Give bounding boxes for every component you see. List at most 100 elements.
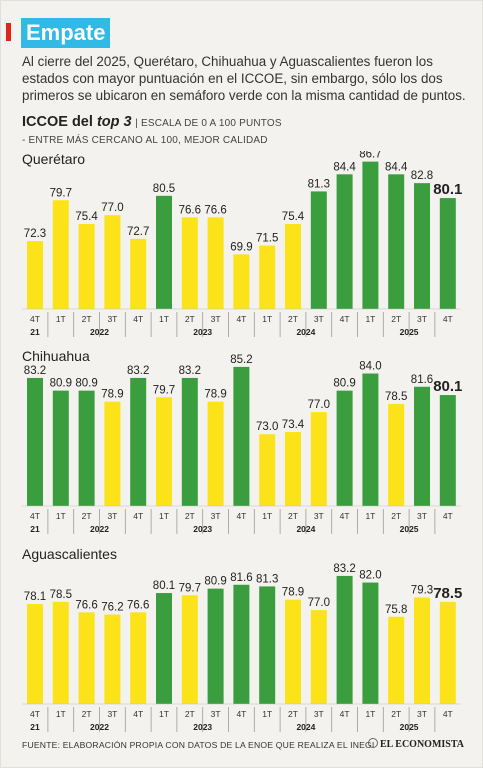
tick-label: 2T — [185, 709, 195, 719]
data-label: 79.7 — [179, 582, 201, 594]
bar — [439, 601, 456, 704]
tick-label: 2T — [82, 709, 92, 719]
tick-label: 3T — [417, 314, 427, 324]
data-label: 73.0 — [256, 421, 278, 433]
bar — [27, 377, 43, 506]
tick-label: 4T — [30, 314, 40, 324]
data-label: 81.3 — [256, 573, 278, 585]
tick-label: 4T — [443, 314, 453, 324]
chart-title-chihuahua: Chihuahua — [22, 348, 90, 364]
tick-label: 1T — [365, 511, 375, 521]
year-label: 2022 — [90, 327, 109, 337]
bar — [52, 390, 69, 506]
bar — [130, 612, 147, 704]
data-label: 80.9 — [204, 576, 226, 588]
tick-label: 1T — [159, 314, 169, 324]
tick-label: 3T — [211, 709, 221, 719]
bar — [156, 397, 172, 506]
data-label: 85.2 — [230, 354, 252, 366]
data-label: 75.8 — [385, 604, 407, 616]
data-label: 83.2 — [24, 365, 46, 377]
data-label: 80.9 — [50, 378, 72, 390]
data-label: 69.9 — [230, 241, 252, 253]
section-note: - ENTRE MÁS CERCANO AL 100, MEJOR CALIDA… — [22, 135, 268, 146]
tick-label: 4T — [133, 314, 143, 324]
data-label: 80.9 — [75, 378, 97, 390]
chart-chihuahua: 83.2 4T 80.9 1T 80.9 2T 78.9 3T 83.2 4T 79.7 1T 83.2… — [22, 354, 462, 534]
bar — [259, 586, 276, 704]
tick-label: 2T — [391, 314, 401, 324]
bar — [414, 597, 430, 704]
data-label: 80.5 — [153, 183, 175, 195]
year-label: 2022 — [90, 524, 109, 534]
data-label: 84.0 — [359, 361, 381, 373]
data-label: 75.4 — [282, 211, 305, 223]
bar — [207, 217, 224, 309]
source-note: FUENTE: ELABORACIÓN PROPIA CON DATOS DE … — [22, 740, 375, 750]
data-label: 81.6 — [230, 572, 252, 584]
year-label: 2025 — [400, 524, 419, 534]
tick-label: 1T — [365, 709, 375, 719]
tick-label: 4T — [340, 709, 350, 719]
data-label: 77.0 — [308, 597, 330, 609]
bar — [207, 588, 224, 704]
bar — [78, 612, 95, 704]
year-label: 2025 — [400, 327, 419, 337]
tick-label: 3T — [107, 511, 117, 521]
bar — [104, 215, 121, 309]
year-label: 21 — [30, 327, 40, 337]
tick-label: 2T — [82, 511, 92, 521]
tick-label: 2T — [288, 709, 298, 719]
tick-label: 3T — [314, 709, 324, 719]
bar — [130, 377, 147, 506]
data-label: 81.3 — [308, 178, 330, 190]
bar — [285, 223, 301, 309]
intro-text: Al cierre del 2025, Querétaro, Chihuahua… — [22, 54, 466, 103]
bar — [336, 575, 353, 704]
bar — [27, 241, 43, 309]
chart-title-aguascalientes: Aguascalientes — [22, 546, 117, 562]
data-label: 83.2 — [179, 365, 201, 377]
tick-label: 4T — [133, 709, 143, 719]
tick-label: 4T — [443, 709, 453, 719]
tick-label: 1T — [262, 709, 272, 719]
data-label: 72.3 — [24, 228, 46, 240]
tick-label: 1T — [262, 314, 272, 324]
section-scale: | ESCALA DE 0 A 100 PUNTOS — [135, 118, 282, 129]
bar — [104, 614, 121, 704]
data-label: 79.7 — [50, 187, 72, 199]
bar — [362, 373, 379, 506]
bar — [285, 599, 301, 704]
data-label: 78.5 — [433, 585, 462, 602]
year-label: 2025 — [400, 722, 419, 732]
tick-label: 2T — [82, 314, 92, 324]
tick-label: 1T — [56, 511, 66, 521]
data-label: 76.2 — [101, 602, 123, 614]
data-label: 79.7 — [153, 384, 175, 396]
bar — [310, 191, 327, 309]
tick-label: 1T — [365, 314, 375, 324]
brand-icon — [368, 738, 378, 748]
tick-label: 2T — [185, 511, 195, 521]
bar — [285, 432, 301, 506]
tick-label: 4T — [236, 709, 246, 719]
year-label: 21 — [30, 722, 40, 732]
bar — [156, 195, 172, 309]
tick-label: 4T — [236, 511, 246, 521]
tick-label: 2T — [391, 511, 401, 521]
tick-label: 3T — [107, 709, 117, 719]
data-label: 78.9 — [101, 389, 123, 401]
tick-label: 1T — [159, 511, 169, 521]
tick-label: 4T — [443, 511, 453, 521]
year-label: 2024 — [296, 722, 315, 732]
data-label: 76.6 — [204, 204, 226, 216]
data-label: 79.3 — [411, 584, 433, 596]
tick-label: 3T — [417, 709, 427, 719]
tick-label: 4T — [340, 511, 350, 521]
bar — [52, 601, 69, 704]
tick-label: 3T — [417, 511, 427, 521]
data-label: 78.9 — [282, 587, 304, 599]
data-label: 72.7 — [127, 226, 149, 238]
data-label: 84.4 — [385, 161, 408, 173]
